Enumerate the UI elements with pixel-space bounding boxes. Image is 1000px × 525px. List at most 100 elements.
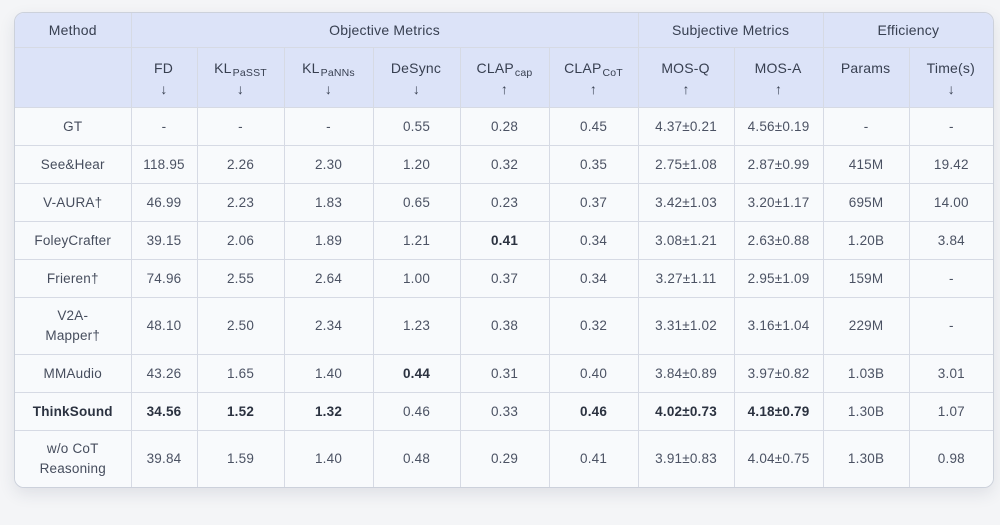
value-cell: 19.42 xyxy=(908,145,993,184)
value-cell: 1.89 xyxy=(283,221,374,260)
value-cell: 0.46 xyxy=(548,392,639,431)
value-cell: 1.59 xyxy=(196,430,285,487)
value-cell: 2.55 xyxy=(196,259,285,298)
group-header-cell: Method xyxy=(15,13,132,48)
value-cell: 4.56±0.19 xyxy=(733,107,824,146)
table-header: Method Objective Metrics Subjective Metric… xyxy=(15,13,993,108)
results-table-card: Method Objective Metrics Subjective Metric… xyxy=(14,12,994,488)
value-cell: 46.99 xyxy=(130,183,198,222)
value-cell: 0.98 xyxy=(908,430,993,487)
value-cell: - xyxy=(283,107,374,146)
metric-direction-arrow-icon: ↓ xyxy=(412,81,421,97)
table-row: Frieren† 74.96 2.55 2.64 1.00 0.37 0.34 3.27±1.… xyxy=(15,259,993,298)
column-header-cell: MOS-Q ↑ xyxy=(637,47,735,108)
metric-direction-arrow-icon: ↓ xyxy=(947,81,955,97)
column-label: FD xyxy=(153,60,174,76)
group-header-cell: Objective Metrics xyxy=(130,13,639,48)
value-cell: 3.31±1.02 xyxy=(637,297,735,355)
value-cell: 2.75±1.08 xyxy=(637,145,735,184)
value-cell: 1.30B xyxy=(822,392,910,431)
method-cell: ThinkSound xyxy=(15,392,132,431)
column-header-cell: MOS-A ↑ xyxy=(733,47,824,108)
value-cell: 1.03B xyxy=(822,354,910,393)
value-cell: 0.45 xyxy=(548,107,639,146)
column-label: MOS-Q xyxy=(661,60,710,76)
method-cell: FoleyCrafter xyxy=(15,221,132,260)
value-cell: 14.00 xyxy=(908,183,993,222)
value-cell: 0.34 xyxy=(548,259,639,298)
metric-direction-arrow-icon: ↑ xyxy=(774,81,783,97)
value-cell: 2.26 xyxy=(196,145,285,184)
value-cell: 0.65 xyxy=(372,183,461,222)
value-cell: 2.30 xyxy=(283,145,374,184)
value-cell: - xyxy=(822,107,910,146)
column-header-cell: Params xyxy=(822,47,910,108)
group-header-cell: Efficiency xyxy=(822,13,993,48)
value-cell: 4.37±0.21 xyxy=(637,107,735,146)
value-cell: 0.32 xyxy=(459,145,550,184)
value-cell: 2.50 xyxy=(196,297,285,355)
value-cell: 695M xyxy=(822,183,910,222)
value-cell: 0.41 xyxy=(548,430,639,487)
metric-direction-arrow-icon: ↑ xyxy=(589,81,598,97)
value-cell: 118.95 xyxy=(130,145,198,184)
method-cell: Frieren† xyxy=(15,259,132,298)
table-row: See&Hear 118.95 2.26 2.30 1.20 0.32 0.35 2.75±1… xyxy=(15,145,993,184)
value-cell: 3.16±1.04 xyxy=(733,297,824,355)
value-cell: 0.34 xyxy=(548,221,639,260)
table-row: MMAudio 43.26 1.65 1.40 0.44 0.31 0.40 3.84±0.8… xyxy=(15,354,993,393)
value-cell: 3.01 xyxy=(908,354,993,393)
value-cell: 1.21 xyxy=(372,221,461,260)
value-cell: 3.20±1.17 xyxy=(733,183,824,222)
value-cell: 1.83 xyxy=(283,183,374,222)
value-cell: 159M xyxy=(822,259,910,298)
value-cell: 0.37 xyxy=(548,183,639,222)
value-cell: 2.06 xyxy=(196,221,285,260)
table-row: FoleyCrafter 39.15 2.06 1.89 1.21 0.41 0.34 3.0… xyxy=(15,221,993,260)
value-cell: 39.84 xyxy=(130,430,198,487)
value-cell: 1.32 xyxy=(283,392,374,431)
value-cell: 229M xyxy=(822,297,910,355)
column-label: KL xyxy=(214,60,232,76)
column-subscript: PaNNs xyxy=(320,67,355,79)
method-cell: See&Hear xyxy=(15,145,132,184)
value-cell: 1.52 xyxy=(196,392,285,431)
value-cell: 1.30B xyxy=(822,430,910,487)
column-subscript: PaSST xyxy=(232,67,267,79)
method-cell: V2A- Mapper† xyxy=(15,297,132,355)
metric-direction-arrow-icon: ↓ xyxy=(236,81,245,97)
value-cell: - xyxy=(908,107,993,146)
value-cell: 3.84 xyxy=(908,221,993,260)
value-cell: 2.64 xyxy=(283,259,374,298)
column-label: CLAP xyxy=(476,60,514,76)
metric-direction-arrow-icon: ↓ xyxy=(160,81,168,97)
value-cell: 1.00 xyxy=(372,259,461,298)
value-cell: - xyxy=(130,107,198,146)
column-subscript: CoT xyxy=(602,67,623,79)
table-row: V2A- Mapper† 48.10 2.50 2.34 1.23 0.38 0.32 3.3… xyxy=(15,297,993,355)
value-cell: 1.65 xyxy=(196,354,285,393)
column-header-cell: KLPaNNs ↓ xyxy=(283,47,374,108)
table-row: GT - - -0.55 0.28 0.45 4.37±0.21 4.56±0.19- - xyxy=(15,107,993,146)
metric-direction-arrow-icon: ↑ xyxy=(500,81,509,97)
value-cell: - xyxy=(196,107,285,146)
value-cell: 0.33 xyxy=(459,392,550,431)
table-row: V-AURA† 46.99 2.23 1.83 0.65 0.23 0.37 3.42±1.0… xyxy=(15,183,993,222)
column-header-cell: CLAPcap ↑ xyxy=(459,47,550,108)
value-cell: 3.42±1.03 xyxy=(637,183,735,222)
value-cell: 43.26 xyxy=(130,354,198,393)
metric-direction-arrow-icon: ↓ xyxy=(324,81,333,97)
value-cell: - xyxy=(908,297,993,355)
column-subscript: cap xyxy=(514,67,533,79)
value-cell: 3.91±0.83 xyxy=(637,430,735,487)
value-cell: 4.02±0.73 xyxy=(637,392,735,431)
method-cell: w/o CoT Reasoning xyxy=(15,430,132,487)
value-cell: 2.87±0.99 xyxy=(733,145,824,184)
method-cell: GT xyxy=(15,107,132,146)
column-label: CLAP xyxy=(564,60,602,76)
value-cell: 3.08±1.21 xyxy=(637,221,735,260)
column-header-cell xyxy=(15,47,132,108)
value-cell: 2.23 xyxy=(196,183,285,222)
value-cell: 0.37 xyxy=(459,259,550,298)
column-header-cell: Time(s) ↓ xyxy=(908,47,993,108)
